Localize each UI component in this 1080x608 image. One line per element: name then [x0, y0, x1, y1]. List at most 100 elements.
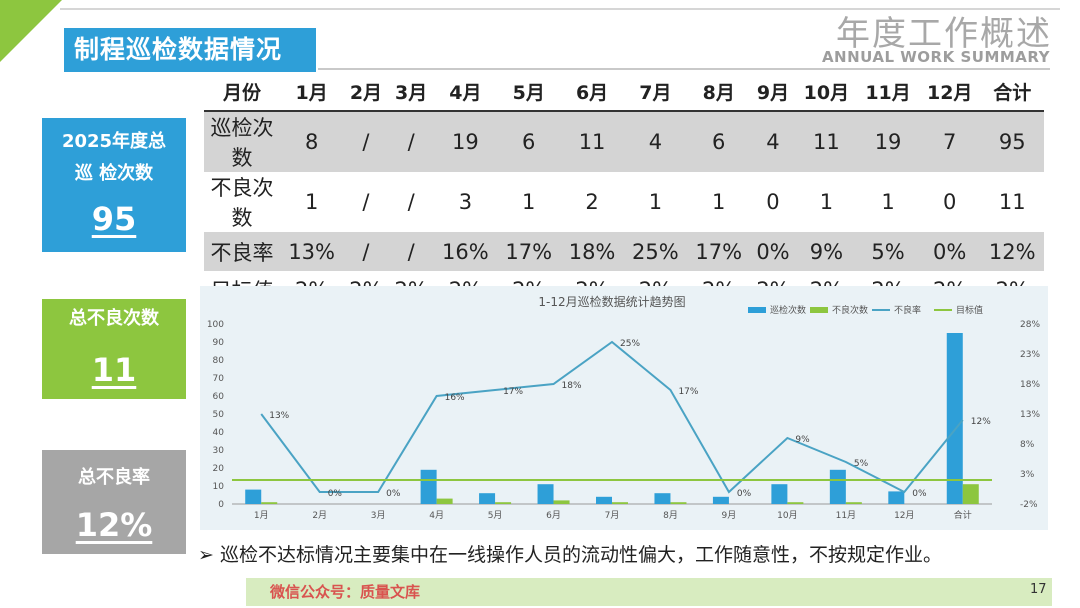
- table-header-cell: 2月: [343, 72, 389, 112]
- y-left-tick-label: 0: [218, 500, 224, 510]
- x-tick-label: 8月: [663, 510, 678, 521]
- table-cell: 1: [881, 190, 895, 214]
- defect-rate-data-label: 0%: [328, 489, 343, 499]
- x-tick-label: 4月: [429, 510, 444, 521]
- chart-title: 1-12月巡检数据统计趋势图: [538, 294, 685, 309]
- defect-rate-data-label: 0%: [386, 489, 401, 499]
- table-row: 不良率 13% / / 16% 17% 18% 25% 17% 0% 9% 5%…: [204, 232, 1044, 271]
- table-cell: 0%: [750, 232, 796, 271]
- bar-inspections: [245, 489, 262, 504]
- total-defects-card: 总不良次数 11: [42, 299, 186, 399]
- defect-rate-data-label: 12%: [971, 417, 991, 427]
- bar-inspections: [771, 484, 788, 504]
- card-label: 总不良率: [78, 467, 150, 488]
- x-tick-label: 5月: [488, 510, 503, 521]
- y-left-tick-label: 10: [213, 482, 225, 492]
- table-cell: 25%: [623, 232, 688, 271]
- bar-defects: [261, 502, 278, 504]
- bar-inspections: [829, 469, 846, 504]
- bar-inspections: [537, 484, 554, 504]
- defect-rate-data-label: 9%: [795, 435, 810, 445]
- y-right-tick-label: 28%: [1020, 320, 1040, 330]
- legend-label: 巡检次数: [770, 304, 806, 316]
- card-label: 2025年度总: [61, 131, 167, 152]
- x-tick-label: 6月: [546, 510, 561, 521]
- bar-inspections: [946, 333, 963, 504]
- x-tick-label: 3月: [371, 510, 386, 521]
- table-header-cell: 11月: [857, 72, 919, 112]
- card-label: 巡 检次数: [74, 163, 154, 184]
- page-number: 17: [1030, 582, 1047, 597]
- table-cell: 5%: [857, 232, 919, 271]
- table-cell: 0%: [918, 232, 981, 271]
- y-left-tick-label: 20: [213, 464, 225, 474]
- table-cell: 9%: [795, 232, 858, 271]
- bar-inspections: [420, 469, 437, 504]
- bar-inspections: [479, 493, 496, 504]
- total-inspections-card: 2025年度总 巡 检次数 95: [42, 118, 186, 252]
- table-cell: /: [388, 232, 434, 271]
- defect-rate-data-label: 0%: [737, 489, 752, 499]
- x-tick-label: 7月: [605, 510, 620, 521]
- table-cell: 16%: [433, 232, 498, 271]
- table-header-cell: 7月: [623, 72, 688, 112]
- header-subtitle: ANNUAL WORK SUMMARY: [821, 48, 1050, 66]
- y-right-tick-label: 18%: [1020, 380, 1040, 390]
- bar-defects: [612, 502, 628, 504]
- y-left-tick-label: 30: [213, 446, 225, 456]
- table-cell: 1: [819, 190, 834, 214]
- defect-rate-data-label: 25%: [620, 339, 640, 349]
- bar-inspections: [596, 496, 612, 504]
- table-cell: 7: [918, 111, 981, 172]
- table-cell: /: [407, 190, 415, 214]
- y-right-tick-label: 3%: [1020, 470, 1035, 480]
- table-cell: 19: [433, 111, 498, 172]
- table-cell: 18%: [560, 232, 624, 271]
- table-header-cell: 8月: [687, 72, 751, 112]
- table-cell: 12%: [980, 232, 1044, 271]
- table-cell: 0: [766, 190, 780, 214]
- table-cell: 6: [687, 111, 751, 172]
- defect-rate-data-label: 13%: [269, 411, 289, 421]
- bar-inspections: [888, 491, 905, 504]
- card-value: 11: [91, 351, 137, 389]
- x-tick-label: 合计: [954, 509, 972, 521]
- table-cell: 19: [857, 111, 919, 172]
- table-header-cell: 月份: [204, 72, 280, 112]
- x-tick-label: 9月: [722, 510, 737, 521]
- table-cell: 17%: [497, 232, 561, 271]
- y-left-tick-label: 90: [213, 338, 225, 348]
- legend-label: 不良率: [894, 304, 921, 316]
- table-cell: 3: [458, 190, 473, 214]
- table-cell: 0: [943, 190, 957, 214]
- footer-text: 微信公众号：质量文库: [270, 583, 421, 601]
- row-label: 不良次数: [210, 176, 274, 230]
- footer-bar: [246, 578, 1052, 606]
- trend-chart: 1-12月巡检数据统计趋势图 0 10 20 30 40 50 60 70 80 90 100 -2% 3…: [207, 294, 1041, 521]
- table-header-cell: 12月: [918, 72, 981, 112]
- table-cell: 13%: [280, 232, 344, 271]
- table-cell: 2: [585, 190, 599, 214]
- table-cell: 17%: [687, 232, 751, 271]
- legend-swatch: [810, 307, 828, 313]
- table-cell: 11: [998, 190, 1026, 214]
- defect-rate-data-label: 18%: [562, 381, 582, 391]
- bar-inspections: [654, 493, 671, 504]
- bar-defects: [436, 498, 453, 504]
- bar-defects: [670, 502, 687, 504]
- table-header-row: 月份 1月 2月 3月 4月 5月 6月 7月 8月 9月 10月 11月 12…: [204, 72, 1044, 112]
- bar-defects: [962, 484, 979, 504]
- table-header-cell: 合计: [980, 72, 1044, 112]
- defect-rate-line: [260, 340, 964, 494]
- table-cell: 1: [522, 190, 536, 214]
- y-left-tick-label: 100: [207, 320, 224, 330]
- inspection-table: 月份 1月 2月 3月 4月 5月 6月 7月 8月 9月 10月 11月 12…: [204, 72, 1044, 311]
- table-header-cell: 1月: [280, 72, 344, 112]
- y-right-tick-label: 23%: [1020, 350, 1040, 360]
- defect-rate-data-label: 17%: [678, 387, 698, 397]
- top-divider: [60, 8, 1060, 10]
- x-tick-label: 2月: [312, 510, 327, 521]
- bar-defects: [787, 502, 804, 504]
- x-tick-label: 11月: [836, 510, 856, 521]
- header-divider: [318, 68, 1050, 70]
